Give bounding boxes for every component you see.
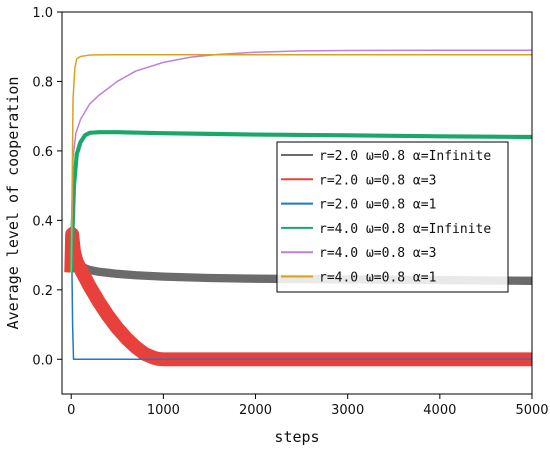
y-axis-title: Average level of cooperation	[4, 77, 22, 330]
series-line-6	[70, 53, 532, 273]
y-tick-label: 0.6	[32, 145, 53, 160]
legend-label: r=4.0 ω=0.8 α=Infinite	[319, 222, 491, 237]
series-line-4	[69, 130, 533, 273]
x-tick-label: 3000	[331, 403, 364, 418]
legend-label: r=2.0 ω=0.8 α=1	[319, 198, 436, 213]
legend: r=2.0 ω=0.8 α=Infinite r=2.0 ω=0.8 α=3 r=2…	[276, 141, 509, 293]
series-line-5	[70, 49, 532, 273]
y-tick-label: 0.0	[32, 353, 53, 368]
legend-box	[276, 141, 509, 293]
legend-label: r=4.0 ω=0.8 α=3	[319, 246, 436, 261]
y-axis-ticks: 0.0 0.2 0.4 0.6 0.8 1.0	[32, 6, 62, 368]
legend-label: r=4.0 ω=0.8 α=1	[319, 271, 436, 286]
y-tick-label: 0.4	[32, 214, 53, 229]
x-tick-label: 0	[67, 403, 75, 418]
y-tick-label: 1.0	[32, 6, 53, 21]
x-tick-label: 4000	[423, 403, 456, 418]
y-tick-label: 0.2	[32, 284, 53, 299]
x-axis-ticks: 0 1000 2000 3000 4000 5000	[67, 394, 549, 418]
legend-label: r=2.0 ω=0.8 α=Infinite	[319, 149, 491, 164]
x-tick-label: 2000	[239, 403, 272, 418]
legend-label: r=2.0 ω=0.8 α=3	[319, 173, 436, 188]
x-axis-title: steps	[274, 428, 319, 446]
x-tick-label: 5000	[515, 403, 548, 418]
x-tick-label: 1000	[147, 403, 180, 418]
plot-frame	[61, 11, 533, 395]
y-tick-label: 0.8	[32, 75, 53, 90]
